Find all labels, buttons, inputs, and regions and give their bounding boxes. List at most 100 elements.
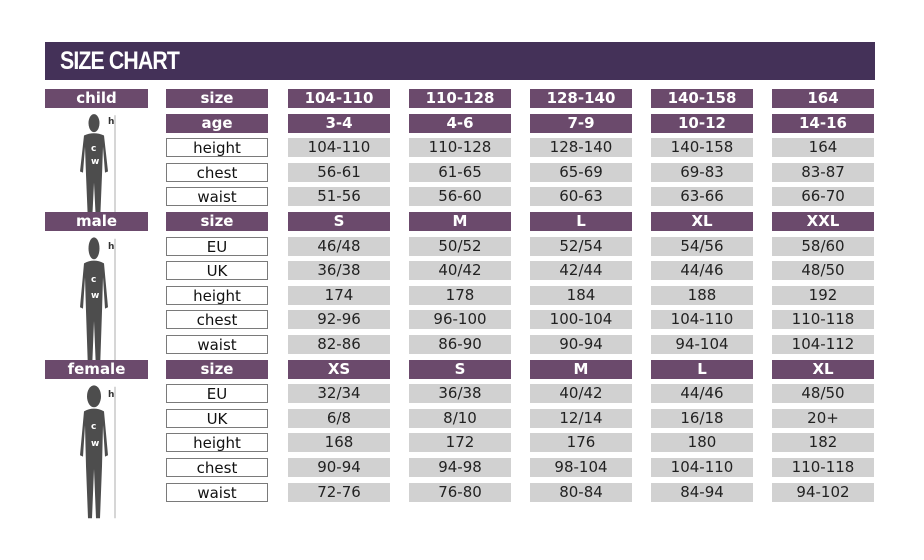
- row-label-chest: chest: [166, 162, 268, 182]
- section-label-child: child: [45, 89, 148, 108]
- table-cell: 192: [772, 285, 874, 305]
- table-cell: 32/34: [288, 384, 390, 404]
- table-cell: 69-83: [651, 162, 753, 182]
- section-label-male: male: [45, 212, 148, 231]
- table-cell: 44/46: [651, 384, 753, 404]
- table-cell: 168: [288, 433, 390, 453]
- table-cell: 40/42: [530, 384, 632, 404]
- table-cell: 46/48: [288, 236, 390, 256]
- child-figure-label-h: h: [108, 116, 115, 127]
- table-cell: 48/50: [772, 261, 874, 281]
- table-cell: 184: [530, 285, 632, 305]
- male-body-figure-icon: [80, 237, 116, 371]
- table-cell: 82-86: [288, 335, 390, 354]
- table-cell: M: [530, 359, 632, 379]
- table-cell: 3-4: [288, 113, 390, 133]
- table-cell: 140-158: [651, 89, 753, 108]
- table-cell: 80-84: [530, 482, 632, 502]
- table-cell: 56-60: [409, 187, 511, 207]
- table-cell: 60-63: [530, 187, 632, 207]
- table-cell: 94-104: [651, 335, 753, 354]
- table-cell: 7-9: [530, 113, 632, 133]
- row-label-EU: EU: [166, 384, 268, 404]
- child-figure-label-w: w: [91, 157, 100, 168]
- row-label-waist: waist: [166, 335, 268, 354]
- table-cell: 4-6: [409, 113, 511, 133]
- table-cell: 65-69: [530, 162, 632, 182]
- child-body-figure-icon: [80, 114, 116, 224]
- female-body-figure-icon: [80, 384, 116, 518]
- table-cell: 66-70: [772, 187, 874, 207]
- table-cell: 92-96: [288, 310, 390, 330]
- table-cell: 8/10: [409, 408, 511, 428]
- table-cell: 104-110: [651, 310, 753, 330]
- table-cell: 128-140: [530, 89, 632, 108]
- male-figure-label-w: w: [91, 291, 100, 302]
- table-cell: 90-94: [530, 335, 632, 354]
- page-title: SIZE CHART: [60, 47, 180, 75]
- table-cell: 52/54: [530, 236, 632, 256]
- table-cell: 84-94: [651, 482, 753, 502]
- female-figure-label-c: c: [91, 422, 97, 433]
- table-cell: 56-61: [288, 162, 390, 182]
- table-cell: 44/46: [651, 261, 753, 281]
- table-cell: 180: [651, 433, 753, 453]
- table-cell: 188: [651, 285, 753, 305]
- section-label-female: female: [45, 359, 148, 379]
- table-cell: 110-128: [409, 89, 511, 108]
- table-cell: 104-112: [772, 335, 874, 354]
- title-bar: SIZE CHART: [45, 42, 875, 80]
- table-cell: 172: [409, 433, 511, 453]
- table-cell: 110-118: [772, 310, 874, 330]
- table-cell: S: [409, 359, 511, 379]
- table-cell: L: [651, 359, 753, 379]
- row-label-size: size: [166, 89, 268, 108]
- table-cell: 36/38: [288, 261, 390, 281]
- table-cell: 110-118: [772, 458, 874, 477]
- female-figure-label-h: h: [108, 389, 115, 400]
- female-figure-label-w: w: [91, 438, 100, 449]
- table-cell: 174: [288, 285, 390, 305]
- table-cell: M: [409, 212, 511, 231]
- table-cell: 98-104: [530, 458, 632, 477]
- table-cell: 94-98: [409, 458, 511, 477]
- table-cell: L: [530, 212, 632, 231]
- table-cell: 140-158: [651, 138, 753, 158]
- table-cell: 54/56: [651, 236, 753, 256]
- table-cell: XS: [288, 359, 390, 379]
- child-figure-label-c: c: [91, 143, 97, 154]
- row-label-UK: UK: [166, 261, 268, 281]
- table-cell: 100-104: [530, 310, 632, 330]
- row-label-height: height: [166, 433, 268, 453]
- table-cell: 86-90: [409, 335, 511, 354]
- row-label-chest: chest: [166, 310, 268, 330]
- table-cell: XXL: [772, 212, 874, 231]
- table-cell: 6/8: [288, 408, 390, 428]
- row-label-UK: UK: [166, 408, 268, 428]
- table-cell: 10-12: [651, 113, 753, 133]
- table-cell: 51-56: [288, 187, 390, 207]
- table-cell: 20+: [772, 408, 874, 428]
- table-cell: 42/44: [530, 261, 632, 281]
- table-cell: S: [288, 212, 390, 231]
- table-cell: 178: [409, 285, 511, 305]
- male-figure-label-h: h: [108, 241, 115, 252]
- table-cell: 40/42: [409, 261, 511, 281]
- table-cell: 128-140: [530, 138, 632, 158]
- row-label-height: height: [166, 138, 268, 158]
- table-cell: 90-94: [288, 458, 390, 477]
- table-cell: 182: [772, 433, 874, 453]
- table-cell: XL: [651, 212, 753, 231]
- table-cell: 83-87: [772, 162, 874, 182]
- row-label-waist: waist: [166, 187, 268, 207]
- table-cell: 164: [772, 138, 874, 158]
- table-cell: 104-110: [288, 89, 390, 108]
- table-cell: 36/38: [409, 384, 511, 404]
- table-cell: 176: [530, 433, 632, 453]
- table-cell: 14-16: [772, 113, 874, 133]
- table-cell: 76-80: [409, 482, 511, 502]
- male-figure-label-c: c: [91, 274, 97, 285]
- table-cell: 63-66: [651, 187, 753, 207]
- row-label-height: height: [166, 285, 268, 305]
- row-label-waist: waist: [166, 482, 268, 502]
